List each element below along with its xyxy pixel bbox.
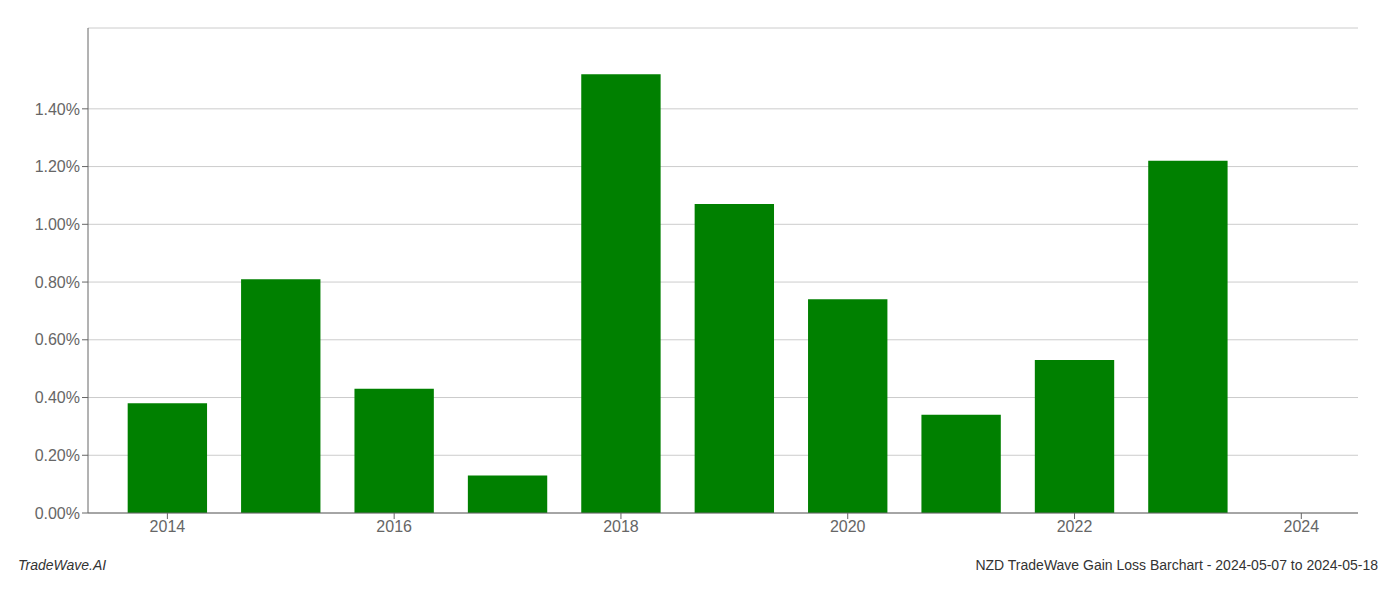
svg-text:0.40%: 0.40% bbox=[35, 389, 80, 406]
svg-text:2024: 2024 bbox=[1284, 518, 1320, 535]
svg-text:0.20%: 0.20% bbox=[35, 447, 80, 464]
svg-text:1.20%: 1.20% bbox=[35, 158, 80, 175]
svg-text:1.40%: 1.40% bbox=[35, 101, 80, 118]
svg-text:2018: 2018 bbox=[603, 518, 639, 535]
svg-text:2014: 2014 bbox=[150, 518, 186, 535]
svg-text:0.80%: 0.80% bbox=[35, 274, 80, 291]
html-text:TradeWave.AI: TradeWave.AI bbox=[18, 557, 107, 573]
svg-text:2020: 2020 bbox=[830, 518, 866, 535]
svg-text:0.60%: 0.60% bbox=[35, 331, 80, 348]
svg-text:0.00%: 0.00% bbox=[35, 505, 80, 522]
svg-text:2022: 2022 bbox=[1057, 518, 1093, 535]
svg-text:2016: 2016 bbox=[376, 518, 412, 535]
html-text:NZD TradeWave Gain Loss Barcha: NZD TradeWave Gain Loss Barchart - 2024-… bbox=[975, 557, 1378, 573]
svg-text:1.00%: 1.00% bbox=[35, 216, 80, 233]
